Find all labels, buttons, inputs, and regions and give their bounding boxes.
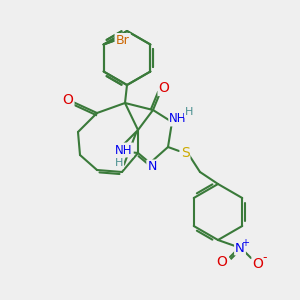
Text: H: H — [185, 107, 193, 117]
Text: N: N — [147, 160, 157, 173]
Text: O: O — [253, 257, 263, 271]
Text: Br: Br — [116, 34, 130, 47]
Text: N: N — [235, 242, 245, 254]
Text: O: O — [159, 81, 170, 95]
Text: S: S — [181, 146, 189, 160]
Text: NH: NH — [115, 143, 133, 157]
Text: NH: NH — [169, 112, 187, 125]
Text: O: O — [63, 93, 74, 107]
Text: Br: Br — [116, 34, 130, 47]
Text: H: H — [115, 158, 123, 168]
Text: O: O — [217, 255, 227, 269]
Text: +: + — [241, 238, 249, 248]
Text: -: - — [263, 251, 267, 265]
